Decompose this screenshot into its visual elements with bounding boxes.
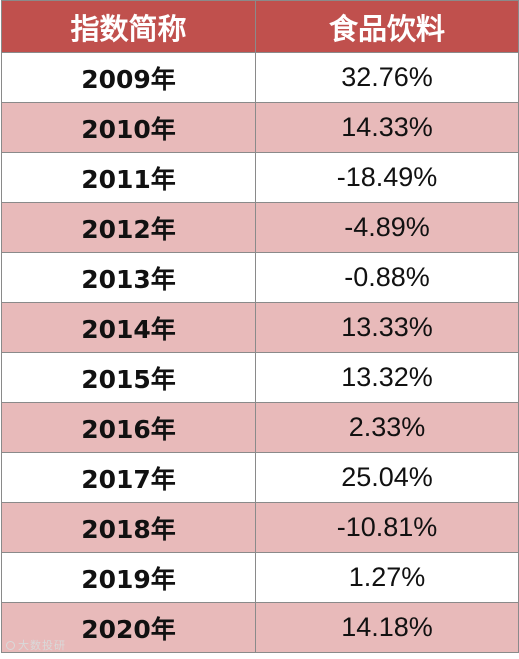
year-cell: 2009年: [1, 52, 256, 103]
watermark-logo-icon: [6, 640, 15, 650]
return-value-cell: 32.76%: [255, 52, 519, 103]
table-row: 2012年 -4.89%: [1, 202, 519, 253]
table-row: 2011年 -18.49%: [1, 152, 519, 203]
return-value-cell: 13.33%: [255, 302, 519, 353]
table-row: 2016年 2.33%: [1, 402, 519, 453]
year-cell: 2015年: [1, 352, 256, 403]
return-value-cell: -4.89%: [255, 202, 519, 253]
table-row: 2020年 14.18%: [1, 602, 519, 653]
year-cell: 2013年: [1, 252, 256, 303]
table-row: 2018年 -10.81%: [1, 502, 519, 553]
table-row: 2017年 25.04%: [1, 452, 519, 503]
table-row: 2013年 -0.88%: [1, 252, 519, 303]
return-value-cell: 1.27%: [255, 552, 519, 603]
header-food-beverage: 食品饮料: [255, 0, 519, 53]
year-cell: 2017年: [1, 452, 256, 503]
year-cell: 2011年: [1, 152, 256, 203]
watermark-text: 大数投研: [18, 639, 66, 652]
year-cell: 2016年: [1, 402, 256, 453]
year-cell: 2010年: [1, 102, 256, 153]
return-value-cell: 25.04%: [255, 452, 519, 503]
header-index-name: 指数简称: [1, 0, 256, 53]
year-cell: 2012年: [1, 202, 256, 253]
year-cell: 2019年: [1, 552, 256, 603]
table-row: 2014年 13.33%: [1, 302, 519, 353]
return-value-cell: -18.49%: [255, 152, 519, 203]
watermark: 大数投研: [6, 637, 66, 653]
year-cell: 2018年: [1, 502, 256, 553]
return-value-cell: 14.18%: [255, 602, 519, 653]
return-value-cell: -10.81%: [255, 502, 519, 553]
table-row: 2009年 32.76%: [1, 52, 519, 103]
table-row: 2010年 14.33%: [1, 102, 519, 153]
table-body: 2009年 32.76% 2010年 14.33% 2011年 -18.49% 2012年 -…: [1, 52, 519, 653]
return-value-cell: 14.33%: [255, 102, 519, 153]
year-cell: 2020年: [1, 602, 256, 653]
table-row: 2019年 1.27%: [1, 552, 519, 603]
return-value-cell: -0.88%: [255, 252, 519, 303]
year-cell: 2014年: [1, 302, 256, 353]
return-value-cell: 13.32%: [255, 352, 519, 403]
table-row: 2015年 13.32%: [1, 352, 519, 403]
return-value-cell: 2.33%: [255, 402, 519, 453]
table-header-row: 指数简称 食品饮料: [1, 0, 519, 53]
